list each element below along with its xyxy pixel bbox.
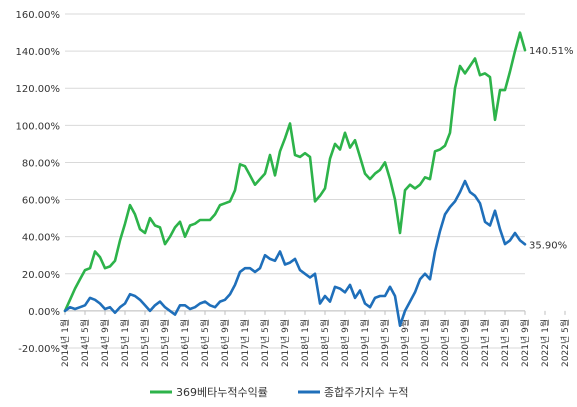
- end-label-1: 140.51%: [529, 46, 574, 57]
- legend-label-1: 369베타누적수익률: [176, 386, 268, 399]
- x-tick-label: 2020년 9월: [459, 319, 471, 367]
- y-tick-label: -20.00%: [18, 344, 60, 355]
- x-tick-label: 2022년 5월: [559, 319, 571, 367]
- series-lines: [63, 31, 527, 328]
- x-tick-label: 2015년 9월: [159, 319, 171, 367]
- x-tick-label: 2016년 9월: [219, 319, 231, 367]
- x-tick-label: 2021년 1월: [479, 319, 491, 367]
- gridlines: [65, 13, 525, 349]
- x-tick-label: 2022년 1월: [539, 319, 551, 367]
- x-tick-label: 2015년 5월: [139, 319, 151, 367]
- x-tick-label: 2020년 1월: [419, 319, 431, 367]
- x-tick-label: 2018년 5월: [319, 319, 331, 367]
- y-axis-ticks: 160.00% 140.00% 120.00% 100.00% 80.00% 60.00%…: [16, 10, 61, 355]
- x-tick-label: 2018년 9월: [339, 319, 351, 367]
- y-tick-label: 40.00%: [22, 233, 60, 244]
- y-tick-label: 160.00%: [16, 10, 61, 21]
- x-tick-label: 2020년 5월: [439, 319, 451, 367]
- y-tick-label: 80.00%: [22, 158, 60, 169]
- y-tick-label: 60.00%: [22, 196, 60, 207]
- y-tick-label: 20.00%: [22, 270, 60, 281]
- y-tick-label: 120.00%: [16, 84, 61, 95]
- end-labels: 140.51% 35.90%: [529, 46, 574, 251]
- legend-label-2: 종합주가지수 누적: [324, 386, 408, 399]
- y-tick-label: 140.00%: [16, 47, 61, 58]
- x-axis-ticks: 2014년 1월 2014년 5월 2014년 9월 2015년 1월 2015년 5월…: [59, 310, 571, 367]
- x-tick-label: 2015년 1월: [119, 319, 131, 367]
- x-tick-label: 2016년 1월: [179, 319, 191, 367]
- x-tick-label: 2019년 9월: [399, 319, 411, 367]
- x-tick-label: 2018년 1월: [299, 319, 311, 367]
- x-tick-label: 2019년 5월: [379, 319, 391, 367]
- x-tick-label: 2016년 5월: [199, 319, 211, 367]
- x-tick-label: 2021년 5월: [499, 319, 511, 367]
- x-tick-label: 2017년 1월: [239, 319, 251, 367]
- x-tick-label: 2014년 1월: [59, 319, 71, 367]
- end-label-2: 35.90%: [529, 240, 567, 251]
- x-tick-label: 2014년 5월: [79, 319, 91, 367]
- x-tick-label: 2021년 9월: [519, 319, 531, 367]
- y-tick-label: 0.00%: [28, 307, 60, 318]
- x-tick-label: 2014년 9월: [99, 319, 111, 367]
- x-tick-label: 2017년 5월: [259, 319, 271, 367]
- x-tick-label: 2017년 9월: [279, 319, 291, 367]
- legend: 369베타누적수익률 종합주가지수 누적: [150, 386, 408, 399]
- x-tick-label: 2019년 1월: [359, 319, 371, 367]
- y-tick-label: 100.00%: [16, 121, 61, 132]
- series-line-1: [63, 31, 527, 313]
- series-line-2: [63, 179, 527, 328]
